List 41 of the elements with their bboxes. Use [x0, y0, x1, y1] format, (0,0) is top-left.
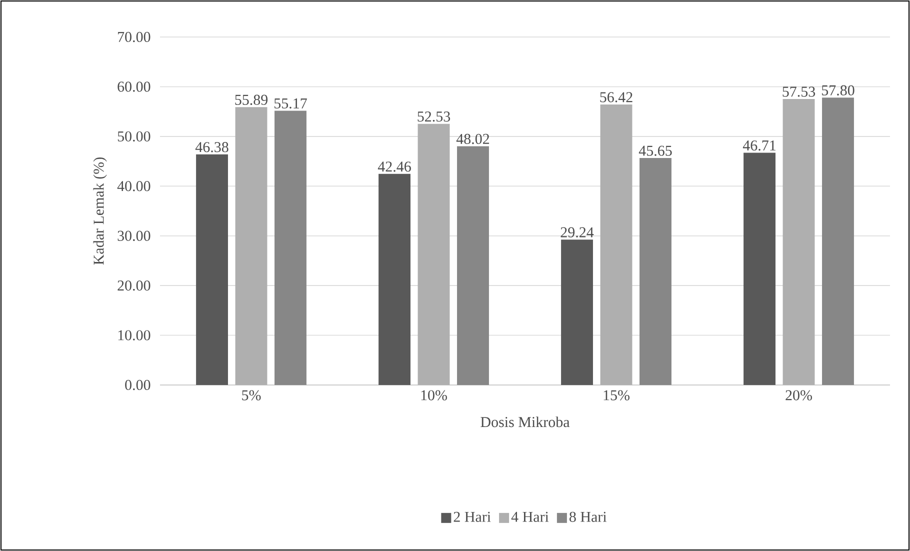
bar: [418, 124, 450, 385]
y-tick-label: 10.00: [118, 330, 150, 340]
y-tick-label: 70.00: [118, 32, 150, 42]
x-tick-label: 20%: [786, 390, 812, 400]
y-tick-label: 50.00: [118, 131, 150, 142]
bar: [822, 98, 854, 385]
y-tick-label: 60.00: [118, 82, 150, 92]
data-label: 52.53: [418, 112, 450, 122]
y-tick-label: 40.00: [117, 181, 150, 192]
data-label: 56.42: [600, 92, 632, 102]
legend-label: 2 Hari: [454, 512, 491, 522]
bar: [744, 152, 776, 385]
data-label: 57.80: [822, 85, 854, 96]
x-tick-label: 10%: [421, 390, 447, 400]
y-tick-label: 30.00: [118, 230, 150, 241]
x-axis-title: Dosis Mikroba: [480, 416, 570, 428]
y-axis-title: Kadar Lemak (%): [93, 158, 107, 265]
y-tick-label: 0.00: [125, 380, 150, 390]
bar: [378, 174, 410, 385]
bar: [782, 99, 815, 385]
data-label: 46.38: [195, 142, 228, 152]
bar: [235, 107, 268, 385]
legend-label: 8 Hari: [570, 512, 607, 522]
x-tick-label: 15%: [604, 390, 630, 400]
y-tick-label: 20.00: [118, 280, 150, 291]
bar: [196, 154, 228, 385]
data-label: 46.71: [742, 140, 776, 151]
bar: [274, 110, 306, 385]
data-label: 57.53: [782, 86, 816, 97]
data-label: 45.65: [638, 146, 672, 156]
data-label: 55.89: [235, 94, 268, 105]
data-label: 42.46: [378, 162, 411, 172]
bar: [457, 146, 489, 385]
bar: [561, 240, 593, 385]
data-label: 29.24: [560, 227, 594, 238]
data-label: 48.02: [456, 134, 490, 144]
bar: [640, 158, 672, 385]
legend-label: 4 Hari: [511, 512, 549, 522]
data-label: 55.17: [274, 98, 307, 109]
bar: [600, 104, 632, 385]
x-tick-label: 5%: [242, 390, 261, 400]
